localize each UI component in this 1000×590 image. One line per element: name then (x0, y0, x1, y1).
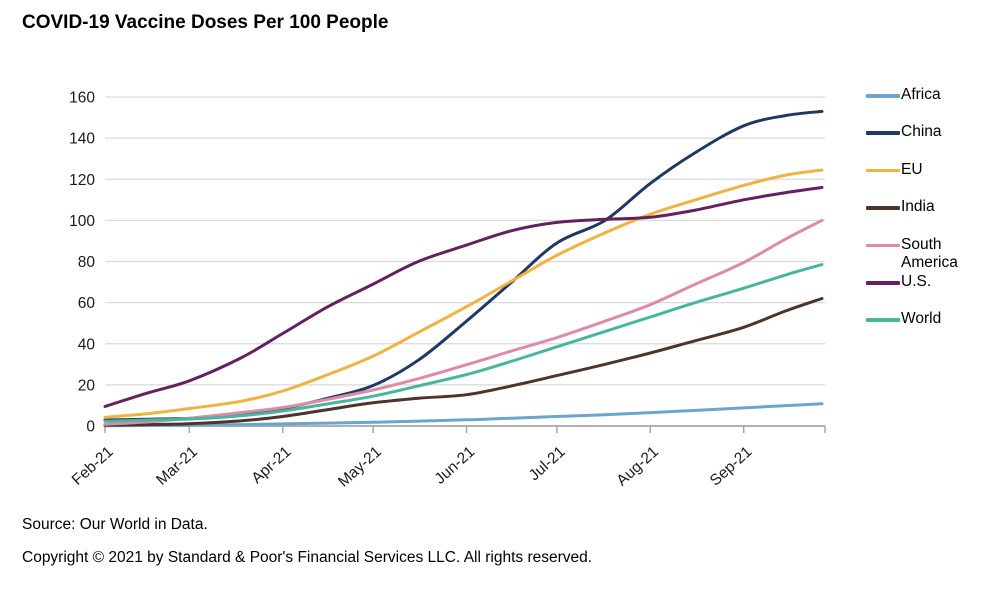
legend-item-china: China (866, 123, 996, 160)
source-note: Source: Our World in Data. (22, 516, 208, 533)
legend-swatch-u-s (866, 280, 900, 285)
series-line-africa (103, 402, 824, 428)
x-tick-label: Jul-21 (526, 443, 569, 484)
legend-item-africa: Africa (866, 86, 996, 123)
series-line-world (103, 263, 824, 423)
chart-title: COVID-19 Vaccine Doses Per 100 People (22, 12, 389, 33)
legend-label-africa: Africa (901, 86, 941, 103)
legend-label-south-america: South America (901, 235, 958, 272)
legend-swatch-india (866, 206, 900, 210)
legend-swatch-south-america (866, 243, 900, 248)
y-tick-label: 40 (78, 336, 96, 353)
legend-item-eu: EU (866, 161, 996, 198)
legend-item-u-s: U.S. (866, 273, 996, 310)
legend-swatch-eu (866, 168, 900, 173)
x-tick-label: Sep-21 (707, 443, 756, 489)
legend-label-eu: EU (901, 160, 923, 178)
legend-label-china: China (901, 123, 942, 141)
y-tick-label: 0 (86, 419, 95, 436)
series-line-south-america (103, 218, 824, 426)
legend-label-world: World (901, 310, 942, 328)
copyright-note: Copyright © 2021 by Standard & Poor's Fi… (22, 549, 593, 566)
x-tick-label: May-21 (335, 443, 385, 490)
chart-legend: Africa China EU India South America U.S. World (866, 86, 996, 348)
legend-label-u-s: U.S. (901, 272, 932, 290)
legend-item-india: India (866, 198, 996, 235)
chart-footer: Source: Our World in Data. Copyright © 2… (22, 508, 592, 574)
series-line-india (103, 297, 824, 427)
legend-swatch-china (866, 131, 900, 135)
x-tick-label: Apr-21 (248, 443, 294, 487)
y-tick-label: 60 (78, 295, 96, 312)
x-tick-label: Jun-21 (432, 443, 479, 487)
y-tick-label: 140 (69, 131, 95, 148)
line-chart: 0 20 40 60 80 100 120 140 160 Feb-21 Mar-21 Apr-21 M… (69, 90, 826, 491)
legend-swatch-africa (866, 94, 900, 98)
legend-swatch-world (866, 318, 900, 322)
legend-item-world: World (866, 310, 996, 347)
y-tick-label: 100 (69, 213, 95, 230)
legend-label-india: India (901, 198, 935, 216)
series-line-china (103, 109, 824, 422)
y-tick-label: 80 (78, 254, 96, 271)
x-tick-label: Aug-21 (613, 443, 662, 489)
x-tick-label: Feb-21 (69, 443, 117, 489)
series-line-u-s (103, 186, 824, 408)
x-tick-label: Mar-21 (153, 443, 201, 488)
series-line-eu (103, 168, 824, 419)
y-tick-label: 20 (78, 377, 96, 394)
legend-item-south-america: South America (866, 236, 996, 273)
y-tick-label: 160 (69, 90, 95, 107)
y-tick-label: 120 (69, 172, 95, 189)
